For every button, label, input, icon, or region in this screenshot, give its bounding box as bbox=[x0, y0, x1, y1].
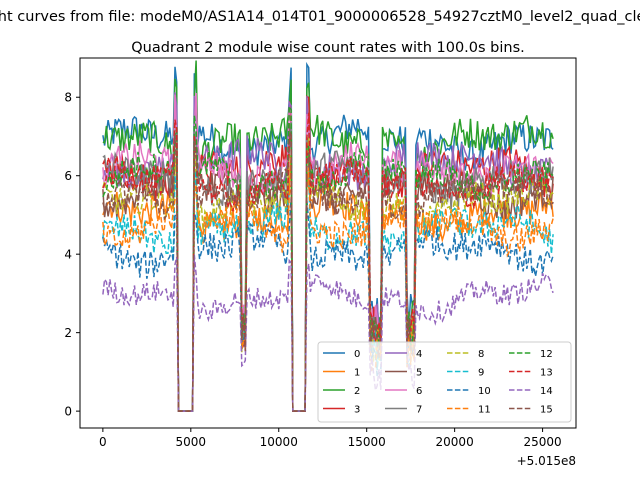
chart-title: Quadrant 2 module wise count rates with … bbox=[131, 40, 525, 56]
series-layer bbox=[102, 60, 554, 412]
x-tick-label: 20000 bbox=[436, 435, 474, 449]
y-tick-label: 8 bbox=[64, 91, 72, 105]
legend-label-3: 3 bbox=[354, 405, 360, 416]
x-offset-label: +5.015e8 bbox=[517, 454, 576, 468]
figure-suptitle: Light curves from file: modeM0/AS1A14_01… bbox=[0, 9, 640, 25]
legend-label-8: 8 bbox=[478, 349, 484, 360]
series-line-12 bbox=[102, 106, 554, 412]
x-tick-label: 15000 bbox=[348, 435, 386, 449]
legend-label-1: 1 bbox=[354, 368, 360, 379]
series-line-15 bbox=[102, 131, 554, 412]
legend-label-15: 15 bbox=[540, 405, 553, 416]
legend-label-2: 2 bbox=[354, 386, 360, 397]
legend-label-0: 0 bbox=[354, 349, 360, 360]
axes-frame bbox=[79, 57, 577, 429]
legend-label-10: 10 bbox=[478, 386, 491, 397]
legend-label-11: 11 bbox=[478, 405, 491, 416]
legend-label-13: 13 bbox=[540, 368, 553, 379]
x-tick-label: 25000 bbox=[523, 435, 561, 449]
y-axis: 0 2 4 6 8 bbox=[64, 91, 80, 419]
legend-label-4: 4 bbox=[416, 349, 422, 360]
legend-label-14: 14 bbox=[540, 386, 553, 397]
x-tick-label: 10000 bbox=[260, 435, 298, 449]
x-tick-label: 0 bbox=[99, 435, 107, 449]
y-tick-label: 6 bbox=[64, 169, 72, 183]
legend-label-9: 9 bbox=[478, 368, 484, 379]
y-tick-label: 0 bbox=[64, 405, 72, 419]
y-tick-label: 2 bbox=[64, 326, 72, 340]
x-tick-label: 5000 bbox=[176, 435, 207, 449]
x-axis: 0 5000 10000 15000 20000 25000 bbox=[99, 428, 562, 449]
legend-box bbox=[317, 341, 572, 423]
legend-label-6: 6 bbox=[416, 386, 422, 397]
legend-label-12: 12 bbox=[540, 349, 553, 360]
y-tick-label: 4 bbox=[64, 248, 72, 262]
legend-label-7: 7 bbox=[416, 405, 422, 416]
legend-label-5: 5 bbox=[416, 368, 422, 379]
